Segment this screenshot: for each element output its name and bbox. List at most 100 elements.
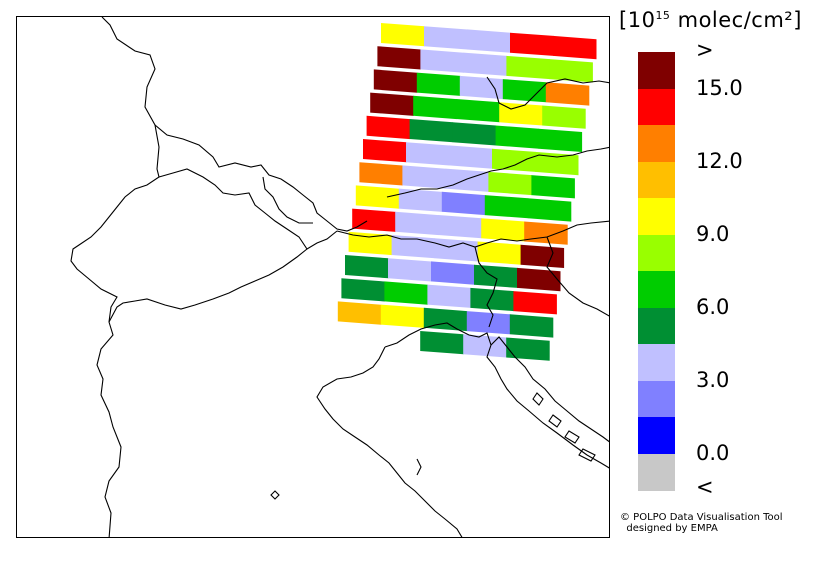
satellite-pixel — [395, 211, 439, 236]
satellite-pixel — [373, 69, 418, 93]
satellite-pixel — [467, 29, 511, 53]
satellite-pixel — [416, 72, 461, 96]
satellite-pixel — [431, 261, 475, 285]
unit-exponent: 15 — [655, 9, 671, 22]
satellite-pixel — [477, 241, 522, 265]
satellite-pixel — [535, 151, 579, 176]
border-line — [486, 76, 609, 110]
satellite-pixel — [513, 291, 557, 315]
satellite-pixel — [370, 92, 414, 116]
satellite-pixel — [441, 191, 486, 216]
satellite-pixels-layer — [337, 23, 597, 361]
satellite-pixel — [502, 79, 547, 103]
credit-line-2: designed by EMPA — [626, 523, 718, 534]
legend-label: 6.0 — [696, 295, 730, 319]
map-panel[interactable] — [16, 16, 610, 538]
border-line — [386, 146, 609, 198]
coastline — [316, 346, 463, 537]
satellite-pixel — [524, 221, 568, 245]
border-line — [474, 246, 498, 328]
legend-swatch — [638, 307, 675, 345]
satellite-pixel — [355, 185, 400, 209]
satellite-pixel — [527, 198, 572, 222]
bracket-close: ] — [793, 8, 802, 32]
legend-swatch — [638, 198, 675, 235]
satellite-pixel — [363, 139, 407, 163]
legend-swatch — [638, 271, 675, 308]
legend-swatch — [638, 52, 675, 89]
satellite-pixel — [495, 125, 540, 149]
satellite-pixel — [517, 267, 561, 292]
satellite-pixel — [438, 215, 482, 239]
border-line — [546, 236, 609, 317]
coastline — [490, 336, 609, 443]
satellite-pixel — [449, 145, 493, 169]
satellite-pixel — [506, 337, 550, 361]
satellite-pixel — [549, 59, 593, 83]
satellite-pixel — [359, 162, 403, 186]
legend-label: > — [696, 38, 714, 62]
satellite-pixel — [420, 331, 464, 355]
legend-unit-title: [1015 molec/cm²] — [619, 8, 802, 32]
legend-swatch — [638, 88, 675, 126]
satellite-pixel — [466, 311, 511, 335]
island — [578, 448, 596, 462]
satellite-pixel — [488, 171, 532, 196]
satellite-pixel — [492, 148, 536, 172]
satellite-pixel — [366, 115, 411, 140]
legend-swatch — [638, 344, 675, 381]
satellite-pixel — [463, 52, 507, 76]
satellite-pixel — [380, 304, 425, 328]
legend-swatch — [638, 417, 675, 454]
map-canvas — [70, 17, 609, 537]
legend-label: < — [696, 475, 714, 499]
legend-label: 3.0 — [696, 368, 730, 392]
border-line — [154, 124, 368, 232]
legend-swatch — [638, 380, 675, 418]
legend-swatch — [638, 453, 675, 491]
satellite-pixel — [520, 244, 565, 268]
island — [564, 430, 580, 444]
satellite-pixel — [420, 49, 464, 73]
legend-label: 0.0 — [696, 441, 730, 465]
satellite-pixel — [481, 218, 525, 242]
legend-label: 9.0 — [696, 222, 730, 246]
credit-line-1: © POLPO Data Visualisation Tool — [620, 512, 783, 523]
satellite-pixel — [459, 75, 504, 100]
satellite-pixel — [409, 119, 454, 143]
satellite-pixel — [531, 175, 575, 199]
satellite-pixel — [427, 284, 471, 308]
island — [548, 414, 562, 428]
legend-swatch — [638, 234, 675, 272]
satellite-pixel — [456, 99, 500, 123]
satellite-pixel — [377, 46, 421, 70]
satellite-pixel — [341, 278, 385, 302]
satellite-pixel — [434, 238, 479, 262]
coastline — [384, 322, 609, 469]
satellite-pixel — [402, 165, 446, 189]
satellite-pixel — [510, 32, 554, 56]
legend-swatch — [638, 125, 675, 162]
satellite-pixel — [445, 168, 489, 192]
island — [532, 392, 544, 406]
satellite-pixel — [542, 105, 586, 129]
satellite-pixel — [352, 208, 396, 232]
satellite-pixel — [388, 258, 432, 282]
satellite-pixel — [470, 287, 514, 312]
satellite-pixel — [506, 55, 550, 80]
satellite-pixel — [384, 281, 428, 305]
satellite-pixel — [538, 128, 583, 152]
satellite-pixel — [452, 122, 497, 146]
unit-prefix: 10 — [627, 8, 656, 32]
satellite-pixel — [398, 188, 443, 212]
coastline — [416, 458, 422, 476]
satellite-pixel — [406, 142, 450, 166]
satellite-pixel — [413, 95, 457, 120]
border-line — [70, 17, 160, 537]
satellite-pixel — [424, 26, 468, 50]
satellite-pixel — [484, 195, 529, 219]
satellite-pixel — [423, 307, 468, 332]
bracket-open: [ — [619, 8, 628, 32]
satellite-pixel — [553, 35, 597, 60]
border-line — [108, 248, 308, 323]
